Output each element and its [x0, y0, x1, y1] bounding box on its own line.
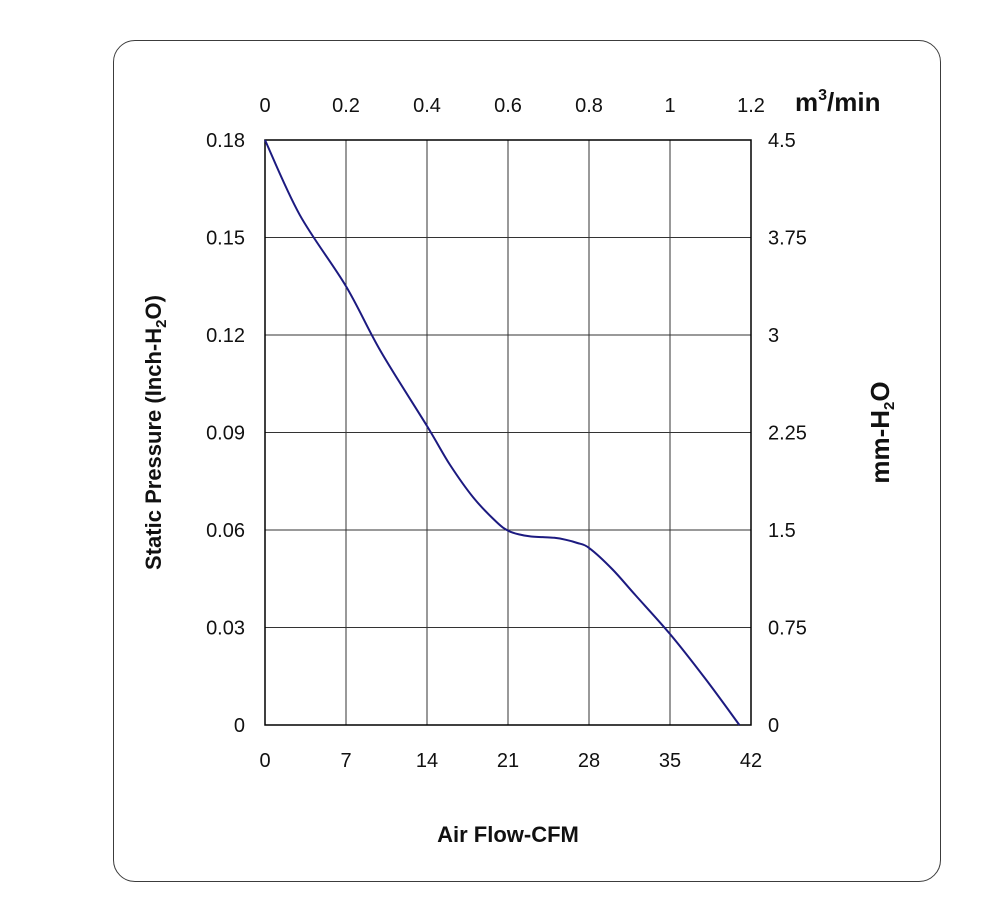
pressure-curve-line — [264, 139, 741, 726]
y-tick-label: 0.06 — [206, 520, 245, 542]
top-tick-label: 0.6 — [494, 95, 522, 117]
right-tick-label: 4.5 — [768, 130, 796, 152]
x-tick-label: 7 — [340, 750, 351, 772]
y-tick-label: 0 — [234, 715, 245, 737]
x-tick-label: 42 — [740, 750, 762, 772]
top-tick-label: 1.2 — [737, 95, 765, 117]
x-tick-label: 0 — [259, 750, 270, 772]
tick-labels: 0 7 14 21 28 35 42 0 0.2 0.4 0.6 0.8 1 1.2 0 0.03 0.06 0.… — [206, 95, 807, 772]
right-axis-unit: mm-H2O — [865, 381, 898, 483]
plot-border — [264, 139, 752, 726]
y-tick-label: 0.12 — [206, 325, 245, 347]
y-tick-label: 0.18 — [206, 130, 245, 152]
top-axis-unit: m3/min — [795, 87, 880, 117]
x-tick-label: 28 — [578, 750, 600, 772]
top-tick-label: 0.8 — [575, 95, 603, 117]
top-tick-label: 1 — [664, 95, 675, 117]
right-tick-label: 0 — [768, 715, 779, 737]
top-tick-label: 0.4 — [413, 95, 441, 117]
chart-frame — [113, 40, 941, 882]
y-axis-title: Static Pressure (Inch-H2O) — [141, 295, 170, 570]
x-tick-label: 35 — [659, 750, 681, 772]
right-tick-label: 2.25 — [768, 423, 807, 445]
x-tick-label: 21 — [497, 750, 519, 772]
right-tick-label: 0.75 — [768, 618, 807, 640]
top-tick-label: 0.2 — [332, 95, 360, 117]
x-tick-label: 14 — [416, 750, 438, 772]
y-tick-label: 0.03 — [206, 618, 245, 640]
grid-lines — [265, 140, 751, 725]
right-tick-label: 1.5 — [768, 520, 796, 542]
x-axis-title: Air Flow-CFM — [437, 822, 579, 847]
top-tick-label: 0 — [259, 95, 270, 117]
right-tick-label: 3.75 — [768, 228, 807, 250]
y-tick-label: 0.15 — [206, 228, 245, 250]
right-tick-label: 3 — [768, 325, 779, 347]
y-tick-label: 0.09 — [206, 423, 245, 445]
